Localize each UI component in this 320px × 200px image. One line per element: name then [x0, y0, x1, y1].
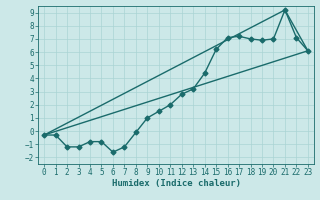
X-axis label: Humidex (Indice chaleur): Humidex (Indice chaleur) [111, 179, 241, 188]
